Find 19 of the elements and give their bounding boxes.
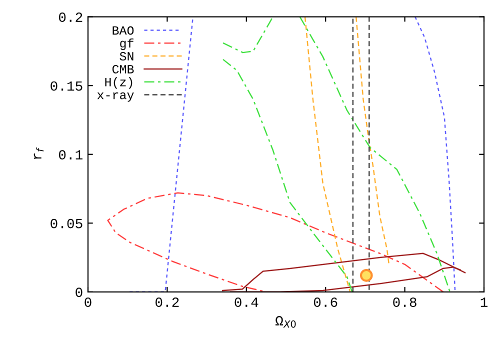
y-axis-title: r$_{f}$ [34, 147, 44, 159]
legend-label: CMB [112, 64, 134, 74]
y-tick-label: 0.1 [58, 150, 82, 160]
legend-label: H(z) [105, 77, 132, 89]
legend-label: x-ray [97, 92, 134, 102]
legend-label: gf [120, 38, 134, 50]
legend-label: BAO [112, 26, 134, 35]
x-tick-label: 0.4 [234, 298, 258, 307]
x-axis-title: Ω$_{X0}$ [275, 316, 296, 328]
y-tick-label: 0 [76, 288, 82, 298]
y-tick-label: 0.15 [50, 81, 82, 91]
y-tick-label: 0.2 [58, 12, 82, 22]
x-tick-label: 0.2 [156, 298, 179, 307]
x-tick-label: 1 [480, 298, 488, 307]
y-tick-label: 0.05 [50, 218, 82, 228]
legend-label: SN [120, 52, 134, 61]
x-tick-label: 0 [84, 298, 92, 307]
x-tick-label: 0.8 [393, 298, 416, 307]
x-tick-label: 0.6 [314, 298, 338, 307]
